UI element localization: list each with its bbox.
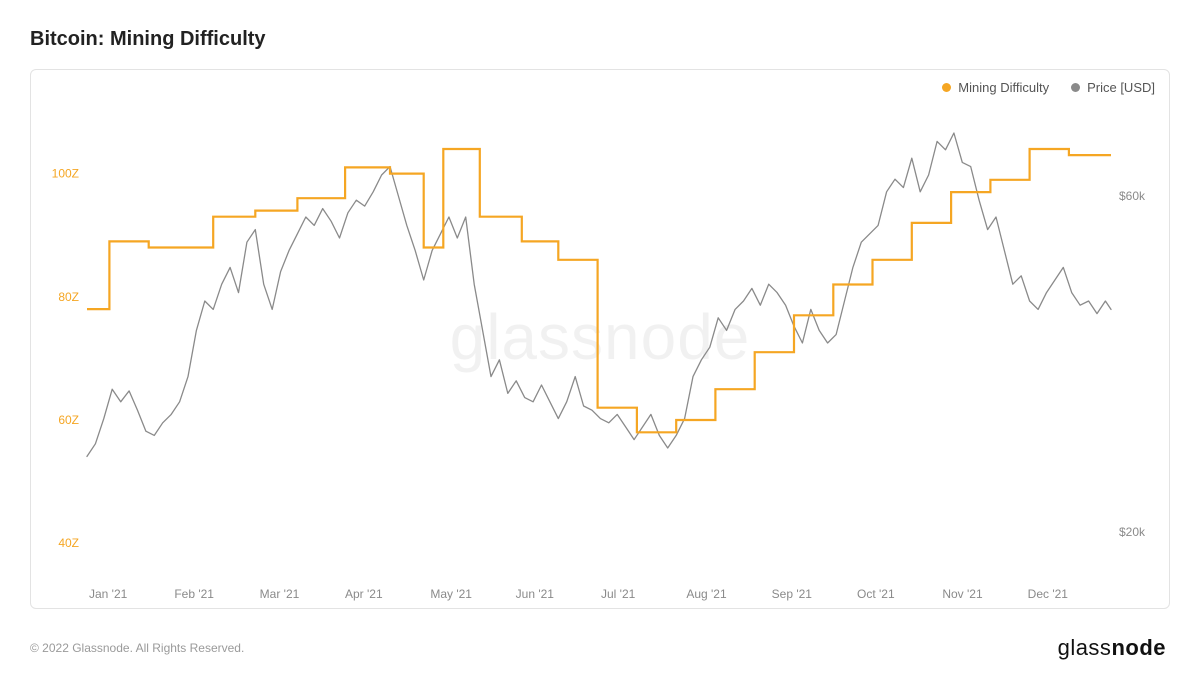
legend: Mining Difficulty Price [USD] (942, 80, 1155, 95)
chart-frame: Mining Difficulty Price [USD] glassnode 4… (30, 69, 1170, 609)
legend-dot-difficulty (942, 83, 951, 92)
copyright-text: © 2022 Glassnode. All Rights Reserved. (30, 641, 244, 655)
svg-text:May '21: May '21 (430, 587, 472, 601)
svg-text:Oct '21: Oct '21 (857, 587, 895, 601)
svg-text:Mar '21: Mar '21 (260, 587, 300, 601)
legend-item-price: Price [USD] (1071, 80, 1155, 95)
svg-text:40Z: 40Z (58, 536, 79, 550)
legend-dot-price (1071, 83, 1080, 92)
svg-text:Apr '21: Apr '21 (345, 587, 383, 601)
brand-logo: glassnode (1058, 635, 1166, 661)
svg-text:Dec '21: Dec '21 (1028, 587, 1069, 601)
svg-text:100Z: 100Z (52, 167, 79, 181)
svg-text:Nov '21: Nov '21 (942, 587, 983, 601)
svg-text:Jul '21: Jul '21 (601, 587, 636, 601)
svg-text:80Z: 80Z (58, 290, 79, 304)
svg-text:Aug '21: Aug '21 (686, 587, 727, 601)
legend-item-difficulty: Mining Difficulty (942, 80, 1049, 95)
chart-title: Bitcoin: Mining Difficulty (30, 28, 1170, 51)
svg-text:glassnode: glassnode (450, 301, 751, 373)
legend-label-difficulty: Mining Difficulty (958, 80, 1049, 95)
svg-text:$60k: $60k (1119, 189, 1146, 203)
chart-svg: glassnode 40Z 60Z 80Z 100Z $20k $60k Jan '21 Feb… (31, 70, 1169, 608)
svg-text:Jan '21: Jan '21 (89, 587, 128, 601)
legend-label-price: Price [USD] (1087, 80, 1155, 95)
svg-text:60Z: 60Z (58, 413, 79, 427)
svg-text:Jun '21: Jun '21 (516, 587, 555, 601)
svg-text:Sep '21: Sep '21 (772, 587, 813, 601)
svg-text:Feb '21: Feb '21 (174, 587, 214, 601)
svg-text:$20k: $20k (1119, 525, 1146, 539)
